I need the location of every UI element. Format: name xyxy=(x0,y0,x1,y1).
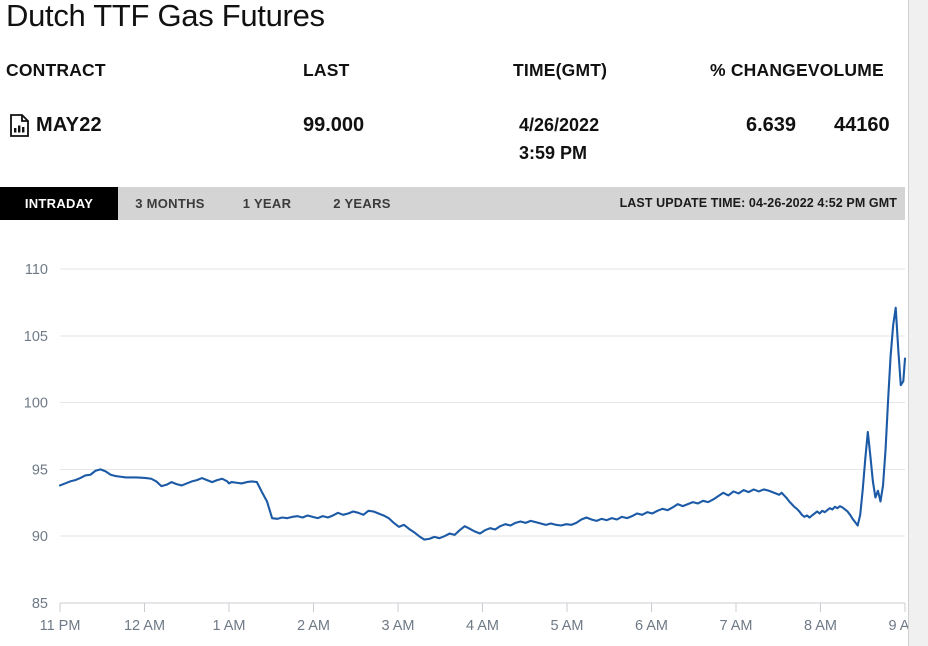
x-axis-tick-label: 9 AM xyxy=(888,618,908,634)
column-header-change-volume: % CHANGEVOLUME xyxy=(710,60,884,80)
x-axis-tick-label: 11 PM xyxy=(40,618,81,634)
cell-time: 4/26/2022 3:59 PM xyxy=(519,111,599,167)
column-header-time: TIME(GMT) xyxy=(513,60,608,80)
chart-y-axis-labels: 85 90 95 100 105 110 xyxy=(24,262,48,612)
y-axis-tick-label: 85 xyxy=(32,596,48,612)
series-line-may22 xyxy=(58,306,907,541)
y-axis-tick-label: 105 xyxy=(24,329,48,345)
x-axis-tick-label: 1 AM xyxy=(212,618,245,634)
tab-intraday[interactable]: INTRADAY xyxy=(0,187,118,220)
x-axis-tick-label: 8 AM xyxy=(804,618,837,634)
page-gutter xyxy=(908,0,928,646)
cell-contract[interactable]: MAY22 xyxy=(36,114,102,136)
y-axis-tick-label: 90 xyxy=(32,529,48,545)
chart-series xyxy=(58,306,907,541)
quote-table-row: MAY22 99.000 4/26/2022 3:59 PM 6.639 441… xyxy=(0,106,908,168)
chart-x-axis xyxy=(59,602,906,612)
x-axis-tick-label: 12 AM xyxy=(124,618,165,634)
chart-x-axis-labels: 11 PM 12 AM 1 AM 2 AM 3 AM 4 AM 5 AM 6 AM 7 AM 8 … xyxy=(40,618,908,634)
cell-time-clock: 3:59 PM xyxy=(519,143,588,163)
x-axis-tick-label: 2 AM xyxy=(297,618,330,634)
tab-3-months[interactable]: 3 MONTHS xyxy=(135,196,205,211)
document-chart-icon xyxy=(10,114,29,137)
y-axis-tick-label: 95 xyxy=(32,462,48,478)
y-axis-tick-label: 110 xyxy=(25,262,48,278)
cell-percent-change: 6.639 xyxy=(746,114,797,136)
y-axis-tick-label: 100 xyxy=(24,396,48,412)
column-header-last: LAST xyxy=(303,60,350,80)
column-header-contract: CONTRACT xyxy=(6,60,106,80)
tab-2-years[interactable]: 2 YEARS xyxy=(333,196,391,211)
cell-last-price: 99.000 xyxy=(303,114,365,136)
quote-page: Dutch TTF Gas Futures CONTRACT LAST TIME… xyxy=(0,0,908,646)
chart-gridlines xyxy=(60,268,905,537)
x-axis-tick-label: 6 AM xyxy=(635,618,668,634)
cell-time-date: 4/26/2022 xyxy=(519,115,600,135)
x-axis-tick-label: 4 AM xyxy=(466,618,499,634)
page-title: Dutch TTF Gas Futures xyxy=(6,0,325,33)
x-axis-tick-label: 5 AM xyxy=(550,618,583,634)
last-update-time: LAST UPDATE TIME: 04-26-2022 4:52 PM GMT xyxy=(619,196,897,210)
x-axis-tick-label: 7 AM xyxy=(719,618,752,634)
cell-volume: 44160 xyxy=(834,114,890,136)
chart-range-tabbar: INTRADAY 3 MONTHS 1 YEAR 2 YEARS LAST UP… xyxy=(0,187,905,220)
quote-table-header: CONTRACT LAST TIME(GMT) % CHANGEVOLUME xyxy=(0,56,908,86)
price-chart: 85 90 95 100 105 110 11 PM 12 AM 1 AM 2 AM 3 AM 4 … xyxy=(0,228,908,646)
x-axis-tick-label: 3 AM xyxy=(381,618,414,634)
price-chart-svg: 85 90 95 100 105 110 11 PM 12 AM 1 AM 2 AM 3 AM 4 … xyxy=(24,262,908,634)
tab-1-year[interactable]: 1 YEAR xyxy=(242,196,292,211)
